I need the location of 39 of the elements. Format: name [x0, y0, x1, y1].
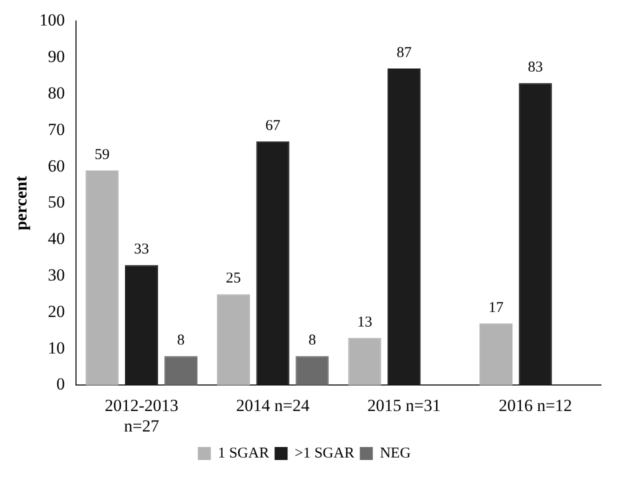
data-label: 33 — [134, 242, 150, 258]
x-tick-label: 2015 n=31 — [367, 396, 441, 415]
data-label: 83 — [528, 60, 543, 76]
y-axis-title: percent — [12, 176, 31, 230]
y-tick-label: 10 — [48, 338, 65, 358]
data-label: 17 — [488, 300, 504, 316]
y-tick-label: 100 — [39, 10, 65, 30]
bar — [348, 338, 382, 386]
data-label: 25 — [226, 270, 241, 287]
x-tick-label: 2014 n=24 — [236, 396, 310, 415]
y-tick-label: 20 — [48, 302, 65, 321]
y-tick-label: 60 — [48, 156, 65, 176]
y-tick-label: 30 — [48, 265, 65, 284]
bar — [86, 170, 119, 386]
bar — [479, 323, 513, 386]
data-label: 59 — [94, 146, 110, 163]
bar — [216, 294, 250, 386]
data-label: 67 — [265, 118, 281, 134]
y-tick-label: 0 — [56, 374, 65, 394]
data-label: 8 — [177, 332, 185, 349]
x-tick-label: 2016 n=12 — [498, 396, 572, 415]
y-tick-label: 50 — [48, 192, 65, 212]
bar — [164, 356, 198, 386]
data-label: 87 — [396, 44, 412, 61]
bar — [388, 68, 421, 386]
legend-label: >1 SGAR — [294, 445, 354, 462]
bar — [256, 141, 290, 386]
bar — [124, 265, 158, 386]
data-label: 8 — [308, 332, 316, 349]
legend-label: NEG — [380, 445, 411, 462]
y-tick-label: 80 — [48, 83, 65, 102]
y-tick-label: 90 — [48, 47, 65, 66]
x-tick-label: 2012-2013 n=27 — [104, 396, 178, 436]
legend-label: 1 SGAR — [218, 445, 270, 462]
y-tick-label: 70 — [48, 120, 65, 139]
bar — [518, 83, 552, 386]
bar — [296, 356, 329, 386]
data-label: 13 — [357, 314, 372, 330]
y-tick-label: 40 — [48, 229, 65, 248]
